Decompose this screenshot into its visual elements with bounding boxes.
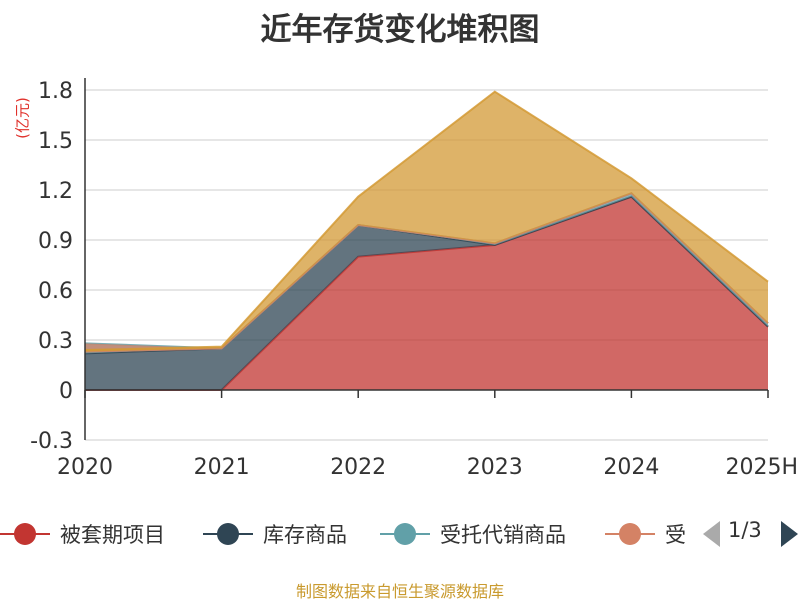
area-series-line-4	[84, 90, 769, 351]
y-tick-label: -0.3	[30, 429, 73, 454]
legend-page-indicator: 1/3	[728, 518, 762, 542]
y-tick-label: 1.8	[38, 79, 73, 104]
area-series-0	[85, 196, 768, 390]
y-tick-label: 0.3	[38, 329, 73, 354]
legend-items: 被套期项目 库存商品 受托代销商品 受	[0, 512, 688, 556]
legend-item-inventory[interactable]: 库存商品	[203, 512, 347, 556]
legend-dot	[394, 523, 416, 545]
y-tick-label: 0.6	[38, 279, 73, 304]
x-tick-label: 2022	[330, 455, 386, 480]
legend-item-consignment[interactable]: 受托代销商品	[380, 512, 566, 556]
legend-dot	[14, 523, 36, 545]
legend-marker-icon	[0, 522, 50, 546]
tick-labels: -0.3 0 0.3 0.6 0.9 1.2 1.5 1.8 2020 2021 2022 2023 2…	[30, 79, 798, 480]
data-source-note: 制图数据来自恒生聚源数据库	[295, 582, 504, 601]
legend-label: 库存商品	[263, 523, 347, 547]
legend-label: 受托代销商品	[440, 523, 566, 547]
legend-marker-icon	[203, 522, 253, 546]
legend-item-partial[interactable]: 受	[605, 512, 686, 556]
legend-marker-icon	[605, 522, 655, 546]
legend-label: 被套期项目	[60, 523, 165, 547]
y-tick-label: 1.2	[38, 179, 73, 204]
x-tick-label: 2024	[603, 455, 659, 480]
axes	[84, 78, 769, 440]
area-series-1	[85, 196, 768, 390]
legend-item-hedged[interactable]: 被套期项目	[0, 512, 165, 556]
x-tick-label: 2025H	[725, 455, 798, 480]
legend-dot	[619, 523, 641, 545]
x-tick-label: 2023	[467, 455, 523, 480]
legend-marker-icon	[380, 522, 430, 546]
legend-next-page-icon[interactable]	[781, 521, 798, 547]
y-tick-label: 0	[59, 379, 73, 404]
y-tick-label: 0.9	[38, 229, 73, 254]
legend-dot	[217, 523, 239, 545]
y-tick-label: 1.5	[38, 129, 73, 154]
area-series-layer	[84, 90, 769, 391]
legend-prev-page-icon[interactable]	[703, 521, 720, 547]
x-tick-label: 2020	[57, 455, 113, 480]
stacked-area-chart: -0.3 0 0.3 0.6 0.9 1.2 1.5 1.8 2020 2021 2022 2023 2…	[30, 78, 798, 480]
x-tick-label: 2021	[194, 455, 250, 480]
legend: 被套期项目 库存商品 受托代销商品 受	[0, 512, 800, 556]
legend-label: 受	[665, 523, 686, 547]
chart-title: 近年存货变化堆积图	[260, 12, 540, 48]
